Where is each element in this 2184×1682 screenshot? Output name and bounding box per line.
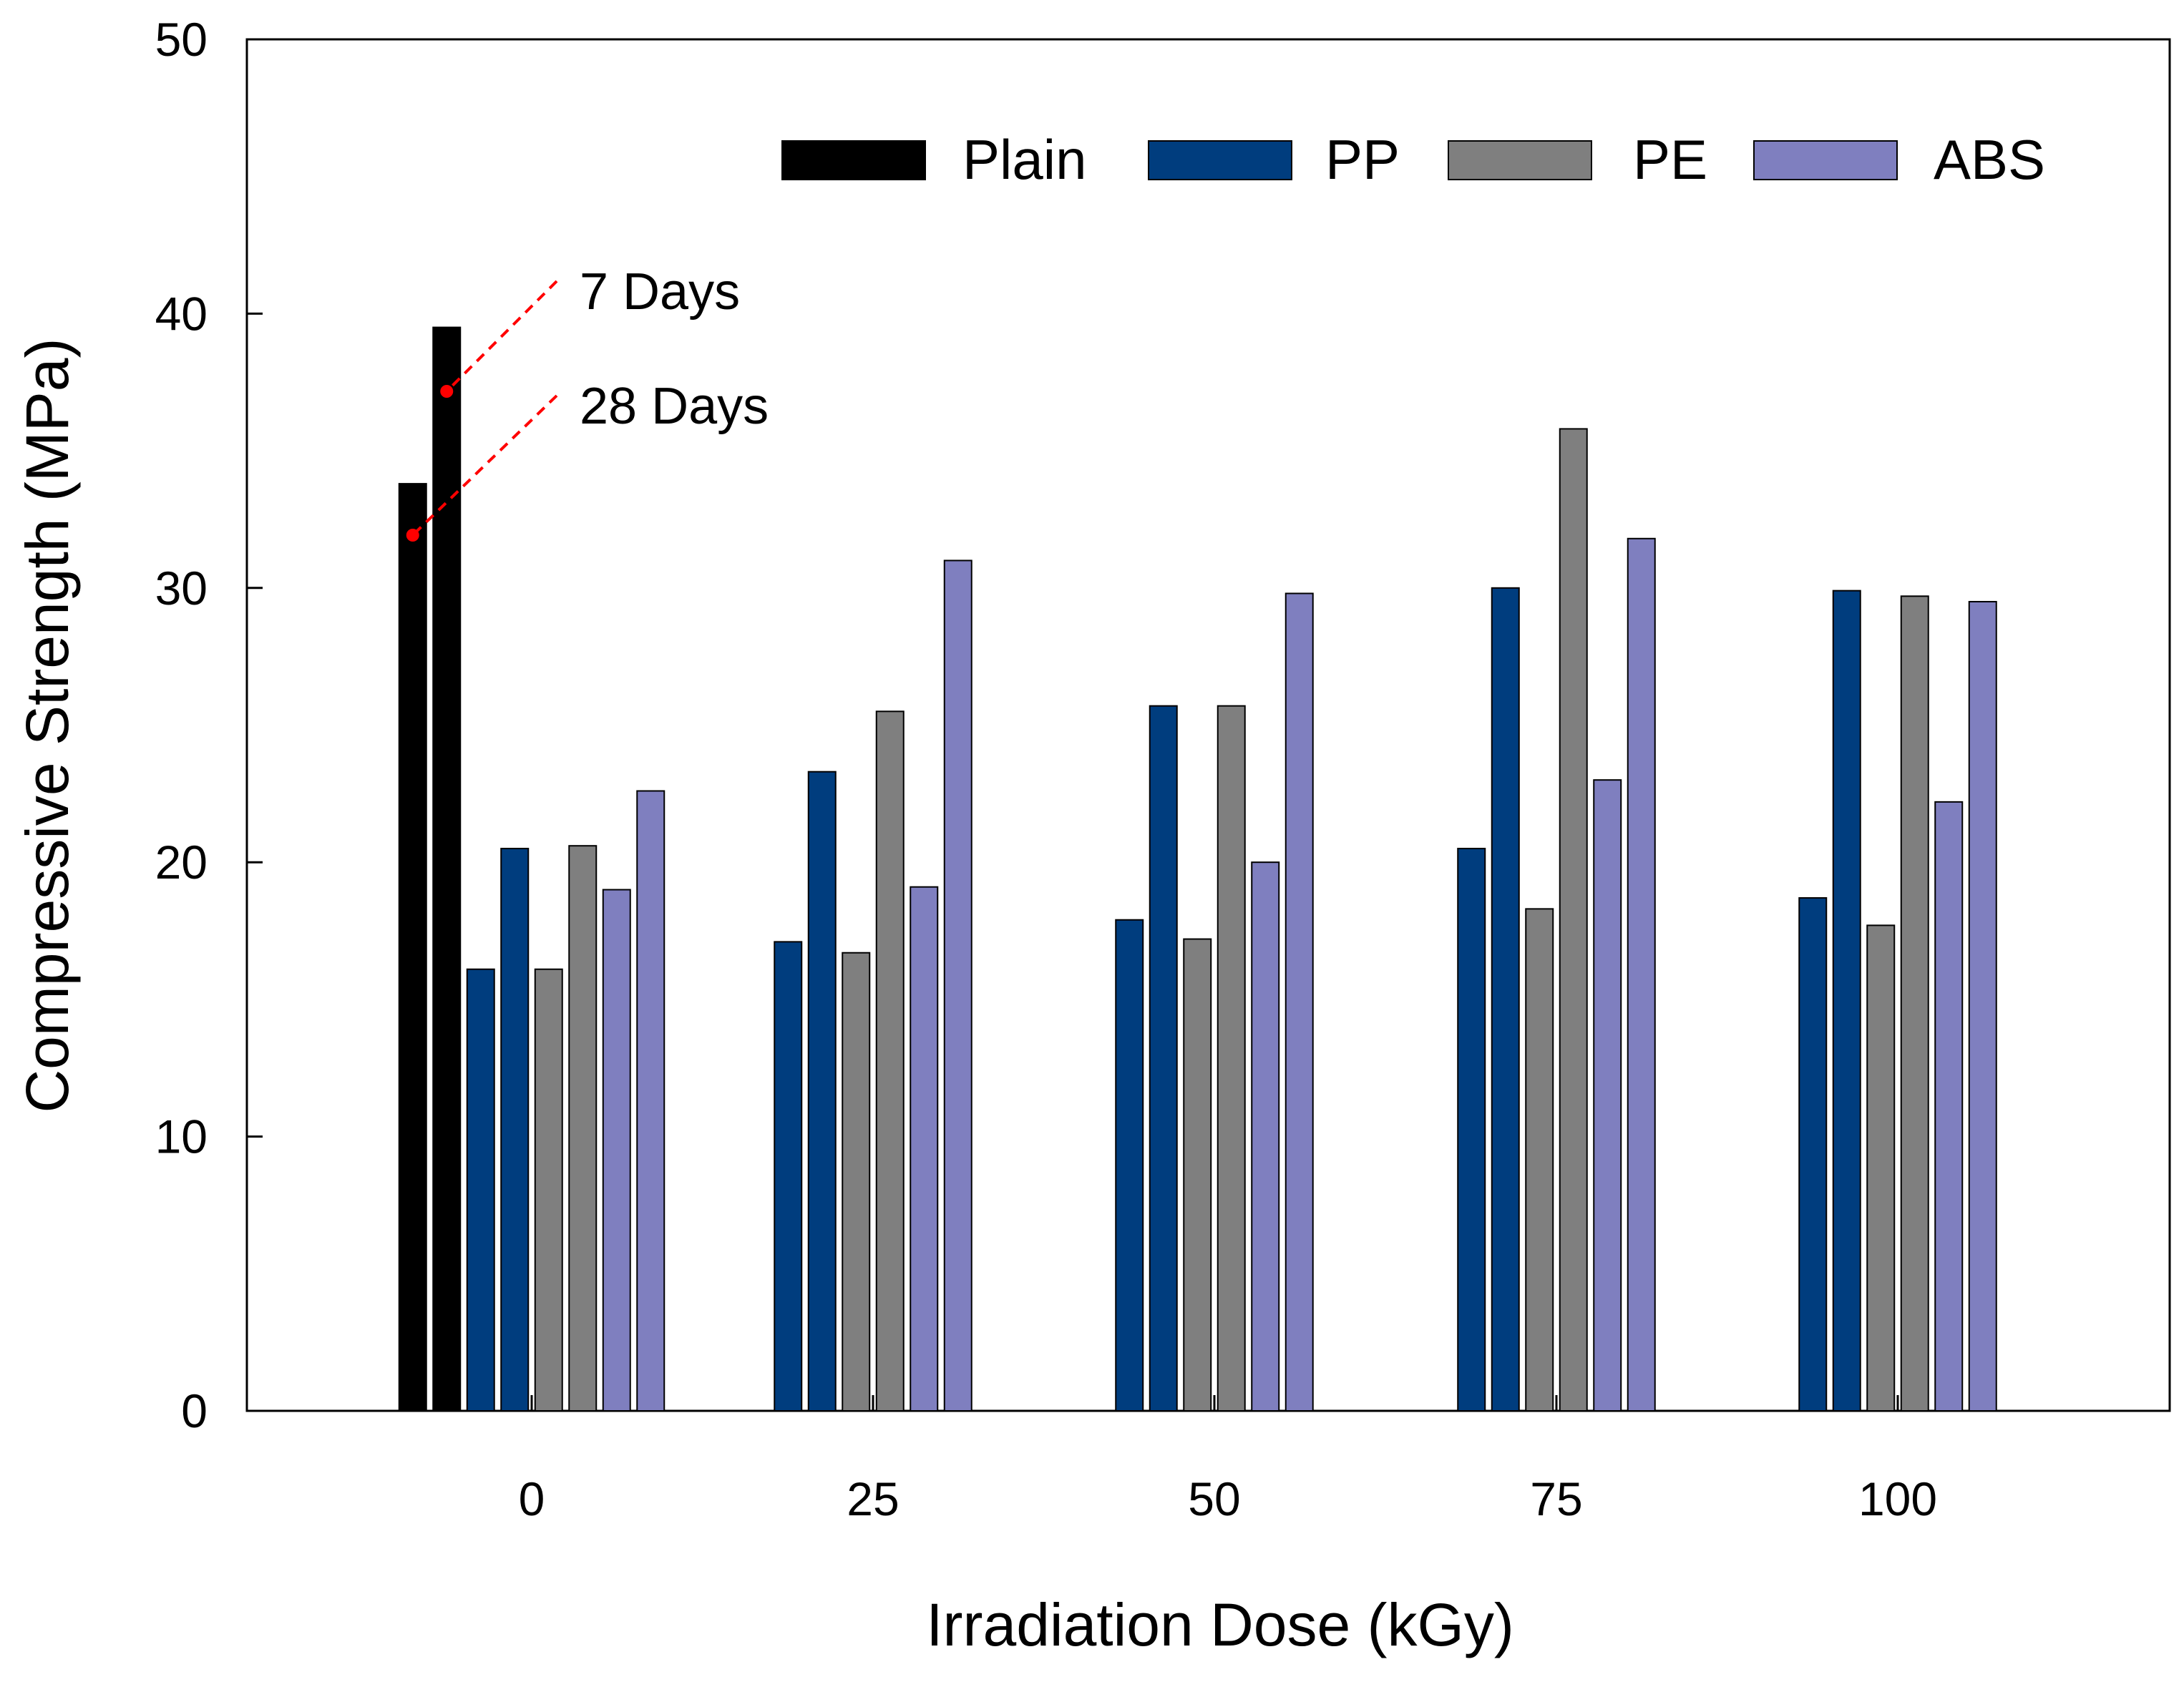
bar-pp [774,941,803,1412]
x-tick-label: 100 [1858,1472,1937,1525]
bar-abs [1934,801,1964,1412]
y-axis-ticks: 0 10 20 30 40 50 [155,13,263,1437]
bar-pe [1559,428,1588,1412]
legend-swatch [1448,140,1592,180]
bar-abs [1968,600,1997,1412]
x-axis-label: Irradiation Dose (kGy) [926,1591,1514,1658]
annotation-label: 7 Days [580,263,740,321]
bar-abs [943,559,972,1412]
bar-pp [1457,848,1486,1412]
y-tick-label: 40 [155,287,208,340]
bar-pe [1217,705,1246,1412]
bar-abs [1284,592,1314,1412]
x-tick-label: 0 [519,1472,545,1525]
bar-abs [636,790,666,1412]
legend-entry-label: ABS [1934,128,2045,191]
bar-pe [1525,908,1554,1412]
y-tick-label: 20 [155,836,208,889]
annotation-leader-line [445,280,558,393]
x-tick-label: 50 [1188,1472,1240,1525]
bar-pp [466,968,495,1412]
x-tick-label: 25 [847,1472,899,1525]
bar-pp [807,771,837,1412]
bar-plain [432,326,462,1412]
bar-abs [602,889,631,1412]
legend-entry-label: PP [1325,128,1400,191]
bar-pe [1183,938,1212,1412]
bar-pp [1149,705,1178,1412]
y-tick-label: 30 [155,562,208,615]
bar-series [398,326,1997,1412]
annotation-point [440,385,454,398]
legend-entry-label: Plain [962,128,1086,191]
bar-pp [1832,590,1861,1412]
x-tick-label: 75 [1530,1472,1582,1525]
bar-pe [875,710,905,1412]
legend-swatch [781,140,926,180]
annotation-label: 28 Days [580,378,769,435]
bar-pe [568,845,598,1412]
bar-abs [1593,779,1622,1412]
bar-pp [1491,587,1520,1412]
bar-pp [500,848,530,1412]
bar-pe [1900,595,1929,1412]
bar-plain [398,483,427,1412]
bar-abs [1627,537,1656,1412]
bar-pp [1115,919,1144,1412]
bar-pe [534,968,563,1412]
legend: Plain PP PE ABS [781,128,2045,191]
bar-abs [910,886,939,1412]
x-axis-ticks: 0 25 50 75 100 [519,1395,1937,1525]
bar-abs [1251,861,1280,1412]
annotations: 7 Days 28 Days [406,263,769,542]
y-tick-label: 10 [155,1110,208,1163]
bar-pp [1798,897,1828,1412]
annotation-point [406,529,419,542]
y-axis-label: Compressive Strength (MPa) [14,338,81,1113]
bar-pe [1866,924,1896,1412]
legend-entry-label: PE [1633,128,1707,191]
legend-swatch [1753,140,1898,180]
y-tick-label: 50 [155,13,208,66]
legend-swatch [1148,140,1292,180]
y-tick-label: 0 [181,1384,208,1437]
bar-pe [842,952,871,1412]
